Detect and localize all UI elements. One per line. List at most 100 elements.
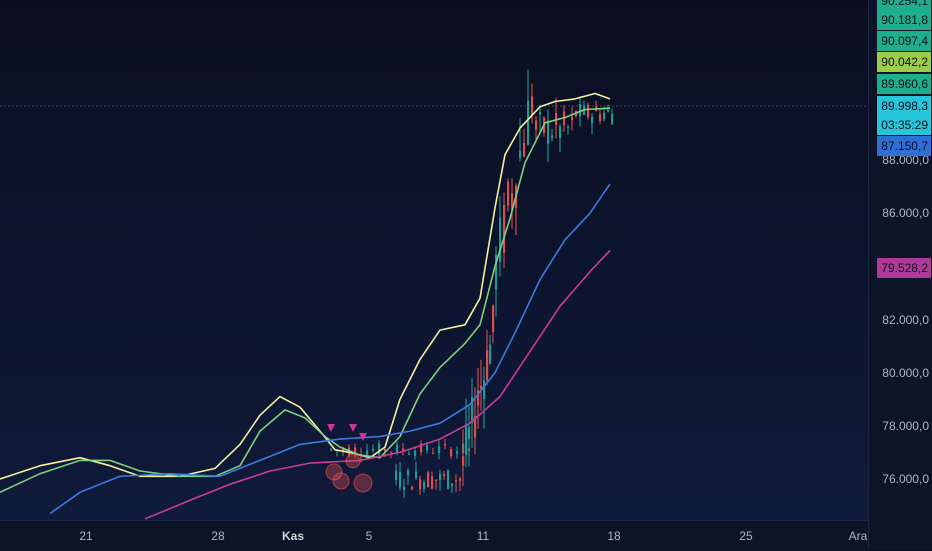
sell-signal-marker[interactable] — [327, 424, 335, 432]
candle-body — [459, 478, 462, 481]
moving-average-line-1[interactable] — [0, 92, 611, 480]
candle-body — [444, 443, 447, 445]
candle-body — [603, 112, 606, 120]
candle-body — [527, 100, 530, 145]
price-badge: 90.042,2 — [877, 52, 931, 72]
candle-body — [414, 450, 417, 456]
candle-body — [571, 116, 574, 121]
time-tick-label: 18 — [607, 529, 621, 543]
candle-body — [480, 385, 483, 390]
candle-body — [559, 126, 562, 139]
candle-body — [366, 450, 369, 455]
price-badge: 89.960,6 — [877, 74, 931, 94]
candle-body — [443, 474, 446, 476]
candle-body — [378, 443, 381, 455]
moving-average-line-4[interactable] — [144, 249, 611, 520]
candle-body — [431, 476, 434, 489]
candle-body — [396, 444, 399, 454]
price-badge: 87.150,7 — [877, 136, 931, 156]
sell-signal-marker[interactable] — [349, 424, 357, 432]
price-badge: 03:35:29 — [877, 115, 931, 135]
price-tick-label: 78.000,0 — [882, 419, 929, 433]
candle-body — [477, 390, 480, 406]
candle-body — [354, 447, 357, 455]
price-badge: 90.097,4 — [877, 31, 931, 51]
candle-body — [455, 480, 458, 482]
candle-body — [474, 416, 477, 438]
candle-body — [450, 449, 453, 457]
candle-body — [395, 470, 398, 480]
candle-body — [438, 446, 441, 453]
candle-body — [519, 150, 522, 158]
candle-body — [456, 451, 459, 454]
candle-body — [587, 104, 590, 117]
price-badge: 90.181,8 — [877, 10, 931, 30]
candle-body — [567, 126, 570, 128]
candle-body — [439, 473, 442, 481]
candle-body — [419, 479, 422, 490]
candle-body — [579, 104, 582, 117]
chart-pane[interactable] — [0, 0, 868, 520]
candle-body — [342, 448, 345, 451]
candle-body — [547, 120, 550, 144]
candle-body — [435, 479, 438, 481]
candle-body — [523, 143, 526, 157]
candle-body — [551, 135, 554, 139]
time-tick-label: 5 — [365, 529, 373, 543]
candle-body — [403, 486, 406, 490]
candle-body — [411, 486, 414, 490]
candle-body — [462, 456, 465, 466]
price-chart[interactable] — [0, 0, 868, 520]
volume-bubble-marker[interactable] — [332, 472, 350, 490]
candle-body — [511, 193, 514, 211]
candle-body — [471, 396, 474, 424]
candle-body — [408, 453, 411, 455]
candle-body — [531, 96, 534, 116]
price-tick-label: 80.000,0 — [882, 366, 929, 380]
time-tick-label: Kas — [281, 529, 305, 543]
price-tick-label: 76.000,0 — [882, 472, 929, 486]
candle-body — [483, 380, 486, 400]
candle-body — [384, 449, 387, 453]
candle-body — [427, 472, 430, 488]
price-tick-label: 88.000,0 — [882, 153, 929, 167]
candle-body — [465, 424, 468, 455]
candle-body — [503, 204, 506, 253]
time-tick-label: 28 — [211, 529, 225, 543]
candle-body — [555, 113, 558, 125]
volume-bubble-marker[interactable] — [325, 463, 343, 481]
volume-bubble-marker[interactable] — [353, 473, 373, 493]
candle-body — [599, 114, 602, 122]
candle-body — [447, 470, 450, 489]
candle-body — [451, 483, 454, 487]
time-tick-label: 25 — [739, 529, 753, 543]
candle-body — [426, 445, 429, 451]
candle-body — [607, 109, 610, 112]
price-scale[interactable]: 88.000,0 86.000,0 82.000,0 80.000,0 78.000,0… — [868, 0, 932, 550]
time-axis[interactable]: 21 28 Kas 5 11 18 25 Ara — [0, 520, 868, 551]
moving-average-line-2[interactable] — [0, 107, 611, 494]
candle-body — [420, 443, 423, 453]
time-tick-label: 21 — [79, 529, 93, 543]
candle-body — [407, 470, 410, 476]
candle-body — [390, 451, 393, 453]
candle-body — [535, 120, 538, 130]
price-tick-label: 82.000,0 — [882, 313, 929, 327]
sell-signal-marker[interactable] — [359, 433, 367, 441]
candle-body — [539, 112, 542, 115]
price-badge: 90.254,1 — [877, 0, 931, 11]
candle-body — [489, 344, 492, 364]
candle-body — [423, 482, 426, 489]
candle-body — [415, 471, 418, 479]
candle-body — [468, 427, 471, 440]
moving-average-line-3[interactable] — [49, 183, 611, 515]
candle-body — [402, 448, 405, 452]
price-tick-label: 86.000,0 — [882, 206, 929, 220]
candle-body — [330, 448, 333, 450]
candle-body — [591, 116, 594, 124]
candle-body — [495, 254, 498, 290]
volume-bubble-marker[interactable] — [345, 453, 361, 469]
candle-body — [499, 217, 502, 262]
candle-body — [432, 452, 435, 454]
candle-body — [486, 349, 489, 380]
